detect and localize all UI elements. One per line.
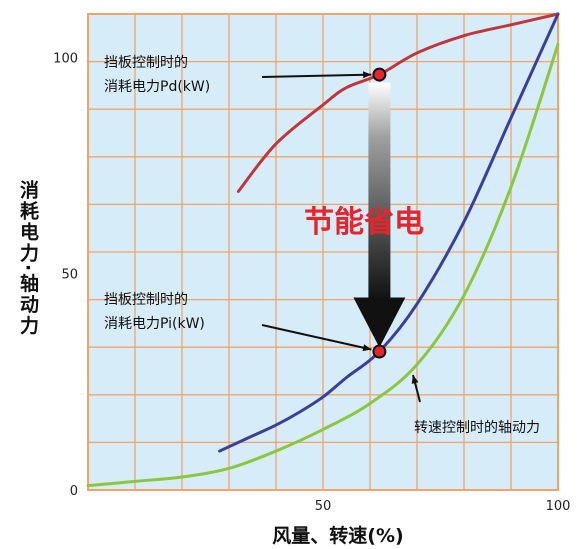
saving-arrow-head [353, 297, 406, 348]
x-tick-labels: 50 100 [315, 499, 571, 514]
pd-label-line1: 挡板控制时的 [104, 55, 188, 71]
saving-label: 节能省电 [304, 205, 424, 240]
leader-line [261, 324, 372, 351]
pd-label-line2: 消耗电力Pd(kW) [104, 79, 210, 95]
x-axis-label: 风量、转速(%) [272, 524, 403, 547]
highlight-point [372, 344, 387, 359]
highlight-points [372, 67, 387, 359]
leader-arrowhead [362, 344, 372, 352]
pi-label-line1: 挡板控制时的 [104, 292, 188, 308]
y-axis-label: 消耗电力·轴动力 [17, 179, 39, 336]
highlight-point [372, 67, 387, 82]
leader-arrowhead [363, 71, 372, 79]
shaft-label: 转速控制时的轴动力 [414, 420, 540, 436]
y-axis-label-text: 消耗电力·轴动力 [17, 179, 39, 336]
x-tick-label: 100 [546, 499, 571, 514]
y-tick-labels: 0 50 100 [53, 51, 78, 499]
pi-label-line2: 消耗电力Pi(kW) [104, 316, 205, 332]
series-line-pi [218, 12, 560, 453]
saving-arrow-body [368, 82, 391, 300]
y-tick-label: 0 [70, 484, 78, 499]
leader-line [261, 73, 372, 78]
x-tick-label: 50 [315, 499, 332, 514]
saving-arrow [353, 82, 406, 348]
y-tick-label: 50 [61, 268, 78, 283]
plot-frame [87, 13, 559, 491]
series-line-speed [86, 42, 560, 488]
leader-arrowhead [411, 375, 419, 384]
leader-arrows [261, 71, 421, 403]
y-tick-label: 100 [53, 51, 78, 66]
